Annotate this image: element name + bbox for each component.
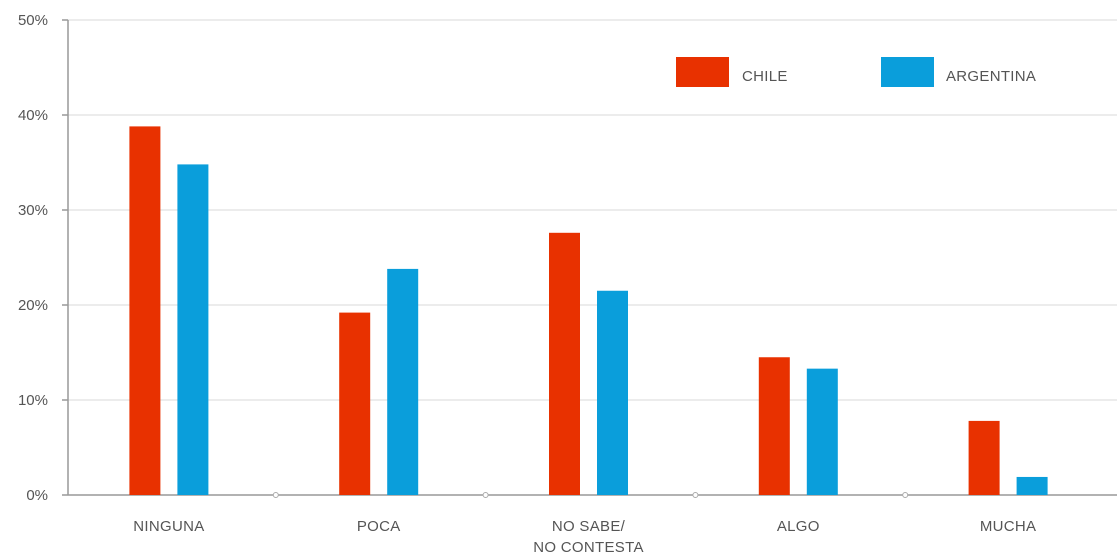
legend-swatch-chile bbox=[676, 57, 729, 87]
bar-argentina bbox=[1016, 476, 1048, 495]
y-tick-label: 50% bbox=[18, 12, 48, 29]
bar-argentina bbox=[806, 368, 838, 495]
bar-chile bbox=[339, 312, 371, 495]
bars bbox=[129, 126, 1048, 496]
y-tick-label: 40% bbox=[18, 107, 48, 124]
x-category-label: ALGO bbox=[777, 518, 820, 535]
x-category-label: NO SABE/ bbox=[552, 518, 626, 535]
x-category-label: NO CONTESTA bbox=[533, 539, 644, 556]
bar-argentina bbox=[387, 268, 419, 495]
y-tick-label: 0% bbox=[26, 487, 48, 504]
x-axis-marker bbox=[692, 492, 699, 498]
x-axis-marker bbox=[902, 492, 909, 498]
bar-argentina bbox=[597, 290, 628, 495]
legend: CHILE ARGENTINA bbox=[676, 57, 1036, 87]
x-axis-marker bbox=[482, 492, 489, 498]
y-tick-label: 30% bbox=[18, 202, 48, 219]
x-category-label: POCA bbox=[357, 518, 401, 535]
bar-chile bbox=[129, 126, 161, 496]
legend-label-chile: CHILE bbox=[742, 68, 788, 85]
grid-lines bbox=[68, 19, 1117, 401]
bar-argentina bbox=[177, 164, 209, 495]
bar-chile bbox=[549, 232, 580, 496]
bar-chile bbox=[758, 357, 790, 495]
axes: 0% 10% 20% 30% 40% 50% bbox=[18, 12, 1117, 504]
bar-chile bbox=[968, 420, 1000, 495]
legend-label-argentina: ARGENTINA bbox=[946, 68, 1036, 85]
legend-swatch-argentina bbox=[881, 57, 934, 87]
category-labels: NINGUNA POCA NO SABE/NO CONTESTA ALGO MUCHA bbox=[133, 518, 1036, 556]
x-category-label: MUCHA bbox=[980, 518, 1037, 535]
y-tick-label: 10% bbox=[18, 392, 48, 409]
x-axis-marker bbox=[272, 492, 279, 498]
y-tick-label: 20% bbox=[18, 297, 48, 314]
x-category-label: NINGUNA bbox=[133, 518, 204, 535]
